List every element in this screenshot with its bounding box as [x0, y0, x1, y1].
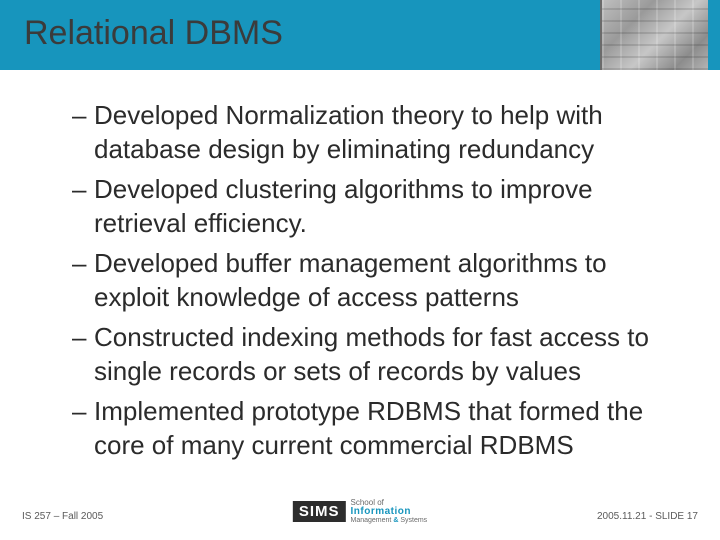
bullet-dash-icon: –	[72, 246, 94, 280]
bullet-dash-icon: –	[72, 98, 94, 132]
list-item: – Developed Normalization theory to help…	[72, 98, 684, 166]
slide-title: Relational DBMS	[24, 14, 283, 53]
sims-logo-box: SIMS	[293, 501, 346, 522]
list-item: – Implemented prototype RDBMS that forme…	[72, 394, 684, 462]
logo-line3-suffix: Systems	[398, 517, 427, 524]
footer-right-text: 2005.11.21 - SLIDE 17	[597, 511, 698, 522]
slide-body: – Developed Normalization theory to help…	[72, 98, 684, 468]
logo-line2: Information	[351, 507, 428, 516]
footer-logo: SIMS School of Information Management & …	[293, 498, 427, 525]
bullet-text: Developed clustering algorithms to impro…	[94, 172, 684, 240]
title-bar: Relational DBMS	[0, 0, 720, 70]
title-decorative-image	[600, 0, 708, 70]
bullet-dash-icon: –	[72, 172, 94, 206]
list-item: – Developed clustering algorithms to imp…	[72, 172, 684, 240]
list-item: – Developed buffer management algorithms…	[72, 246, 684, 314]
bullet-text: Constructed indexing methods for fast ac…	[94, 320, 684, 388]
bullet-text: Developed Normalization theory to help w…	[94, 98, 684, 166]
list-item: – Constructed indexing methods for fast …	[72, 320, 684, 388]
bullet-text: Implemented prototype RDBMS that formed …	[94, 394, 684, 462]
footer-left-text: IS 257 – Fall 2005	[22, 511, 103, 522]
slide: Relational DBMS – Developed Normalizatio…	[0, 0, 720, 540]
logo-line3-prefix: Management	[351, 517, 394, 524]
logo-line3: Management & Systems	[351, 516, 428, 525]
sims-logo-text: School of Information Management & Syste…	[351, 498, 428, 525]
bullet-dash-icon: –	[72, 320, 94, 354]
bullet-dash-icon: –	[72, 394, 94, 428]
bullet-text: Developed buffer management algorithms t…	[94, 246, 684, 314]
